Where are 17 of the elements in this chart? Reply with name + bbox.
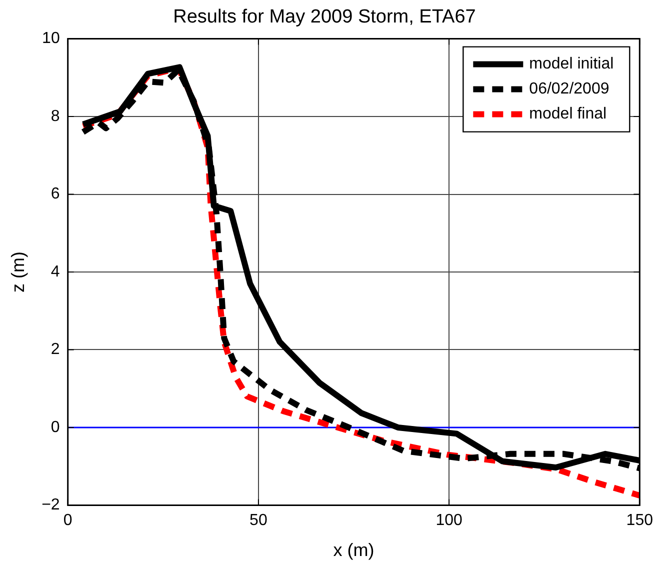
y-tick-label: 8: [50, 108, 60, 125]
x-tick-label: 0: [63, 512, 72, 530]
x-tick-label: 150: [626, 512, 654, 530]
legend-label: model initial: [529, 56, 614, 73]
x-tick-label: 100: [436, 512, 462, 530]
y-axis-title: z (m): [8, 252, 28, 292]
chart-title: Results for May 2009 Storm, ETA67: [173, 6, 476, 28]
x-axis-title: x (m): [333, 540, 374, 560]
y-tick-label: 0: [50, 418, 60, 436]
legend-label: 06/02/2009: [529, 80, 610, 98]
x-tick-label: 50: [250, 512, 268, 530]
legend-label: model final: [529, 106, 607, 123]
y-tick-label: 6: [50, 186, 60, 203]
y-tick-label: 2: [50, 341, 60, 358]
y-tick-label: −2: [42, 496, 60, 514]
y-tick-label: 10: [42, 30, 60, 48]
y-tick-label: 4: [50, 263, 60, 280]
